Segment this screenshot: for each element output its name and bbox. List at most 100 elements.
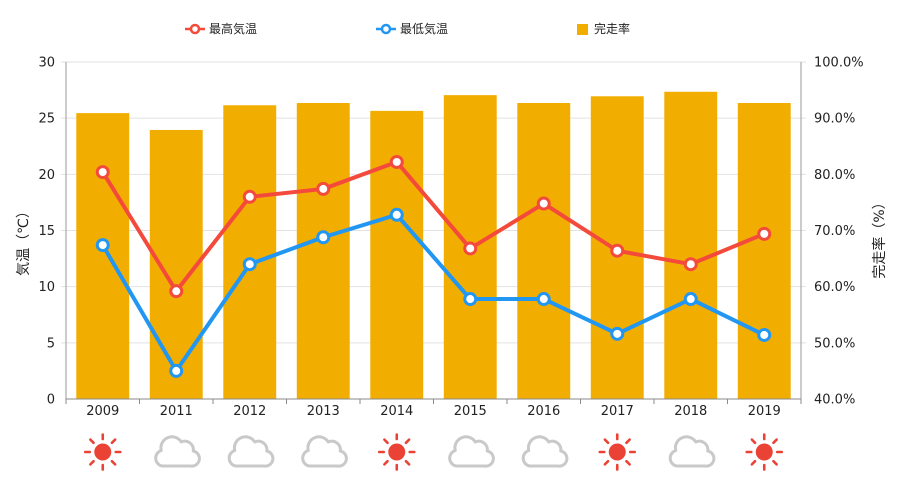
sun-ray	[383, 438, 389, 445]
cloud-shape	[448, 435, 495, 468]
y2-tick-label: 90.0%	[814, 112, 855, 127]
max-temp-point	[683, 257, 698, 272]
completion-rate-bar	[296, 103, 350, 400]
legend-marker-min-temp	[380, 23, 392, 35]
min-temp-point	[536, 292, 551, 307]
min-temp-point	[242, 257, 257, 272]
sun-icon	[598, 433, 637, 471]
y-axis-title: 気温（℃）	[16, 204, 32, 276]
sun-icon	[377, 433, 416, 471]
y2-tick-label: 50.0%	[814, 336, 855, 351]
y-tick-label: 15	[38, 224, 55, 239]
x-tick-label: 2015	[454, 404, 487, 419]
x-tick-label: 2009	[86, 404, 119, 419]
sun-icon	[745, 433, 784, 471]
completion-rate-bar	[664, 91, 718, 399]
min-temp-point	[316, 230, 331, 245]
min-temp-point	[95, 238, 110, 253]
sun-ray	[89, 438, 95, 445]
sun-core	[608, 443, 626, 461]
cloud-shape	[154, 435, 201, 468]
cloud-shape	[521, 435, 569, 468]
min-temp-point	[757, 327, 772, 342]
x-tick-label: 2017	[601, 404, 634, 419]
max-temp-point	[463, 241, 478, 256]
max-temp-point	[242, 189, 257, 204]
cloud-icon	[448, 435, 495, 468]
axes	[65, 62, 802, 404]
max-temp-point	[95, 165, 110, 180]
cloud-icon	[521, 435, 569, 468]
max-temp-point	[536, 196, 551, 211]
legend-item-max-temp[interactable]: 最高気温	[185, 21, 257, 36]
y2-axis-title: 完走率（%）	[871, 195, 888, 278]
max-temp-point	[757, 226, 772, 241]
y-tick-label: 10	[38, 280, 55, 295]
sun-icon	[83, 433, 122, 471]
x-tick-label: 2016	[527, 404, 560, 419]
completion-rate-bar	[76, 113, 130, 399]
legend-marker-max-temp	[189, 23, 201, 35]
cloud-shape	[227, 435, 275, 468]
min-temp-point	[169, 363, 184, 378]
legend-item-completion-rate[interactable]: 完走率	[577, 21, 630, 36]
x-tick-label: 2019	[748, 404, 781, 419]
weather-icon-row	[83, 433, 784, 471]
legend-label-max-temp: 最高気温	[209, 21, 257, 36]
sun-ray	[404, 459, 411, 466]
min-temp-point	[683, 292, 698, 307]
min-temp-point	[463, 292, 478, 307]
sun-ray	[750, 459, 757, 466]
sun-ray	[89, 459, 95, 466]
completion-rate-bars	[76, 91, 791, 400]
sun-ray	[603, 459, 610, 466]
sun-ray	[603, 438, 610, 445]
max-temp-point	[610, 243, 625, 258]
min-temp-point	[610, 326, 625, 341]
tick-labels: 0 5 10 15 20 25 30 40.0% 50.0% 60.0% 70.0% 80.0% 90.…	[38, 56, 863, 420]
sun-ray	[110, 459, 117, 466]
completion-rate-bar	[223, 105, 277, 399]
sun-core	[388, 443, 406, 461]
x-tick-label: 2011	[160, 404, 193, 419]
y-tick-label: 30	[38, 56, 55, 71]
cloud-shape	[301, 435, 348, 468]
sun-ray	[404, 438, 411, 445]
max-temp-point	[316, 181, 331, 196]
legend-label-min-temp: 最低気温	[400, 21, 448, 36]
y2-tick-label: 70.0%	[814, 224, 855, 239]
sun-core	[94, 443, 112, 461]
y-tick-label: 20	[38, 168, 55, 183]
x-tick-label: 2014	[380, 404, 413, 419]
sun-ray	[110, 438, 117, 445]
sun-ray	[383, 459, 389, 466]
legend-label-completion-rate: 完走率	[594, 21, 630, 36]
max-temp-point	[389, 154, 404, 169]
legend: 最高気温 最低気温 完走率	[185, 21, 630, 36]
sun-core	[755, 443, 773, 461]
y2-tick-label: 100.0%	[814, 56, 864, 71]
temperature-lines	[95, 154, 772, 378]
legend-swatch-completion-rate	[577, 24, 588, 35]
x-tick-label: 2018	[674, 404, 707, 419]
sun-ray	[625, 438, 631, 445]
x-tick-label: 2012	[233, 404, 266, 419]
cloud-icon	[301, 435, 348, 468]
sun-ray	[750, 438, 757, 445]
y2-tick-label: 80.0%	[814, 168, 855, 183]
y2-tick-label: 60.0%	[814, 280, 855, 295]
legend-item-min-temp[interactable]: 最低気温	[376, 21, 448, 36]
max-temp-point	[169, 284, 184, 299]
cloud-shape	[668, 435, 716, 468]
cloud-icon	[154, 435, 201, 468]
cloud-icon	[668, 435, 716, 468]
cloud-icon	[227, 435, 275, 468]
completion-rate-bar	[517, 103, 571, 400]
min-temp-point	[389, 207, 404, 222]
sun-ray	[625, 459, 631, 466]
sun-ray	[772, 459, 778, 466]
completion-rate-bar	[370, 110, 424, 400]
sun-ray	[772, 438, 778, 445]
y-tick-label: 25	[38, 112, 55, 127]
